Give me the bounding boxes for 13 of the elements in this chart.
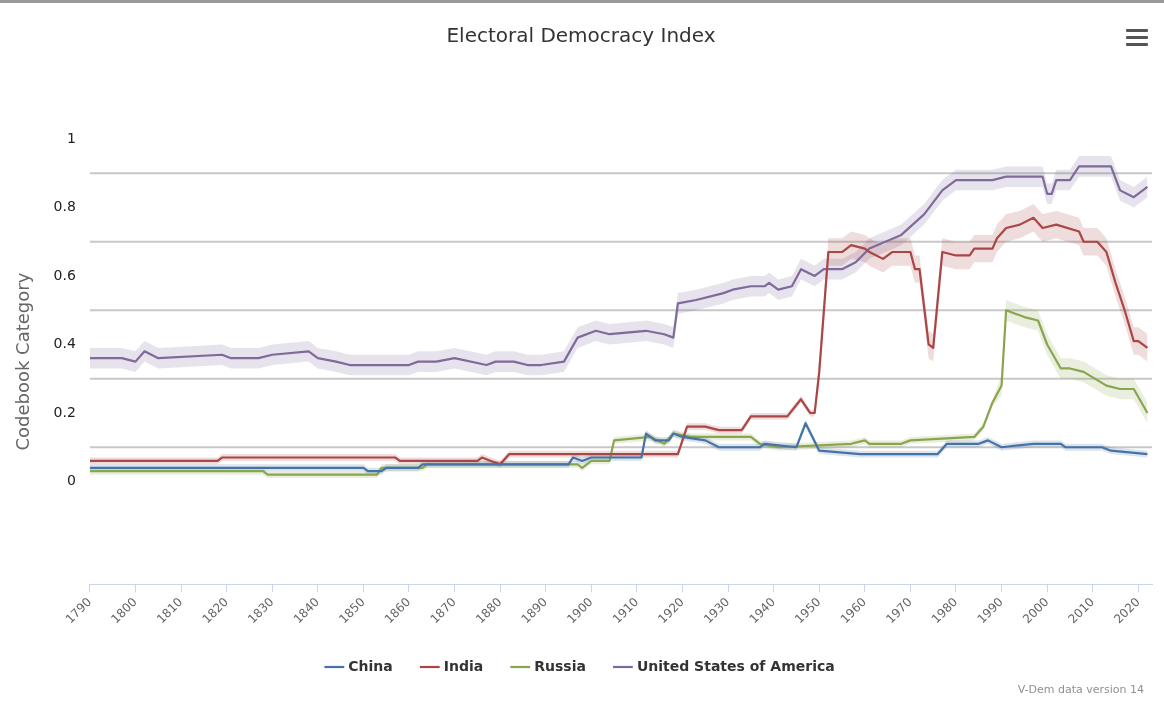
legend-label: Russia (534, 657, 586, 674)
chart-title: Electoral Democracy Index (446, 23, 716, 48)
y-axis-title: Codebook Category (12, 272, 34, 451)
y-tick-label: 0.8 (53, 198, 76, 215)
y-tick-label: 0.6 (53, 266, 76, 283)
y-tick-label: 0.4 (53, 335, 76, 352)
y-tick-label: 1 (66, 129, 76, 146)
legend-label: India (443, 657, 484, 674)
y-tick-label: 0.2 (53, 403, 76, 420)
text: V-Dem data version 14 (1017, 683, 1144, 696)
legend-label: China (348, 657, 393, 674)
y-tick-label: 0 (66, 472, 76, 489)
legend-label: United States of America (636, 657, 835, 674)
